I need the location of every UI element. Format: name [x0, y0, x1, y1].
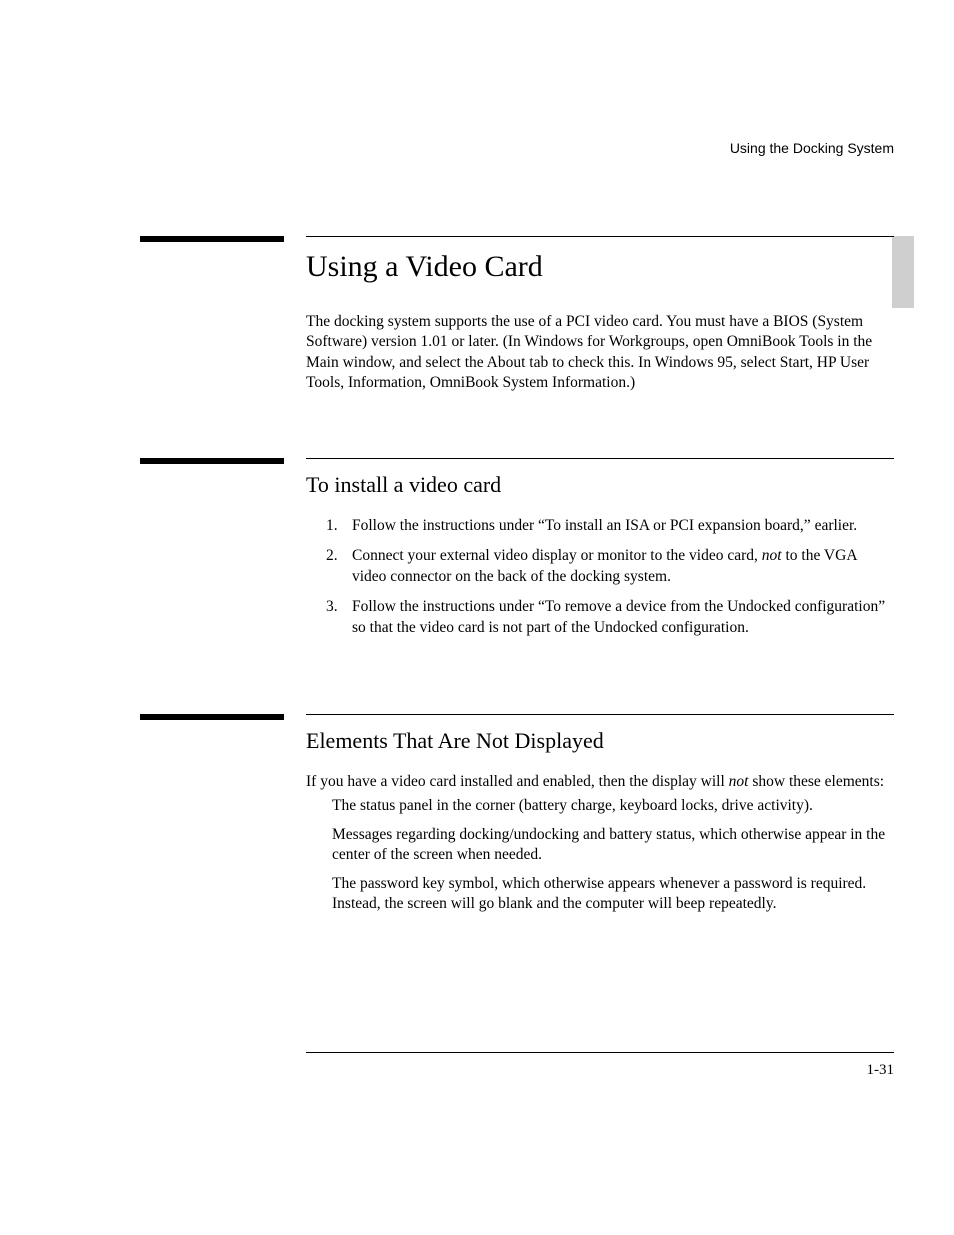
header-breadcrumb: Using the Docking System	[730, 140, 894, 156]
list-item: Messages regarding docking/undocking and…	[332, 825, 894, 866]
footer-rule	[306, 1052, 894, 1053]
intro-text: show these elements:	[748, 773, 884, 790]
list-item: The password key symbol, which otherwise…	[332, 874, 894, 915]
step-text: Connect your external video display or m…	[352, 547, 762, 564]
intro-text: If you have a video card installed and e…	[306, 773, 729, 790]
list-item: Follow the instructions under “To remove…	[352, 597, 894, 638]
install-steps-list: Follow the instructions under “To instal…	[306, 516, 894, 638]
section-elements-not-displayed: Elements That Are Not Displayed If you h…	[306, 714, 894, 923]
page-number: 1-31	[867, 1062, 895, 1079]
section-stub-bar	[140, 458, 284, 464]
step-text: Follow the instructions under “To remove…	[352, 598, 885, 635]
section-subtitle: Elements That Are Not Displayed	[306, 728, 894, 754]
section-using-video-card: Using a Video Card The docking system su…	[306, 236, 894, 412]
list-item: Follow the instructions under “To instal…	[352, 516, 894, 536]
section-title: Using a Video Card	[306, 250, 894, 284]
section-stub-bar	[140, 236, 284, 242]
section-install-video-card: To install a video card Follow the instr…	[306, 458, 894, 648]
section-paragraph: If you have a video card installed and e…	[306, 772, 894, 792]
section-stub-bar	[140, 714, 284, 720]
step-text: Follow the instructions under “To instal…	[352, 517, 857, 534]
section-paragraph: The docking system supports the use of a…	[306, 312, 894, 394]
intro-text-italic: not	[729, 773, 749, 790]
elements-list: The status panel in the corner (battery …	[306, 796, 894, 914]
step-text-italic: not	[762, 547, 782, 564]
document-page: Using the Docking System Using a Video C…	[0, 0, 954, 1235]
section-subtitle: To install a video card	[306, 472, 894, 498]
list-item: Connect your external video display or m…	[352, 546, 894, 587]
page-edge-tab	[892, 236, 914, 308]
list-item: The status panel in the corner (battery …	[332, 796, 894, 816]
